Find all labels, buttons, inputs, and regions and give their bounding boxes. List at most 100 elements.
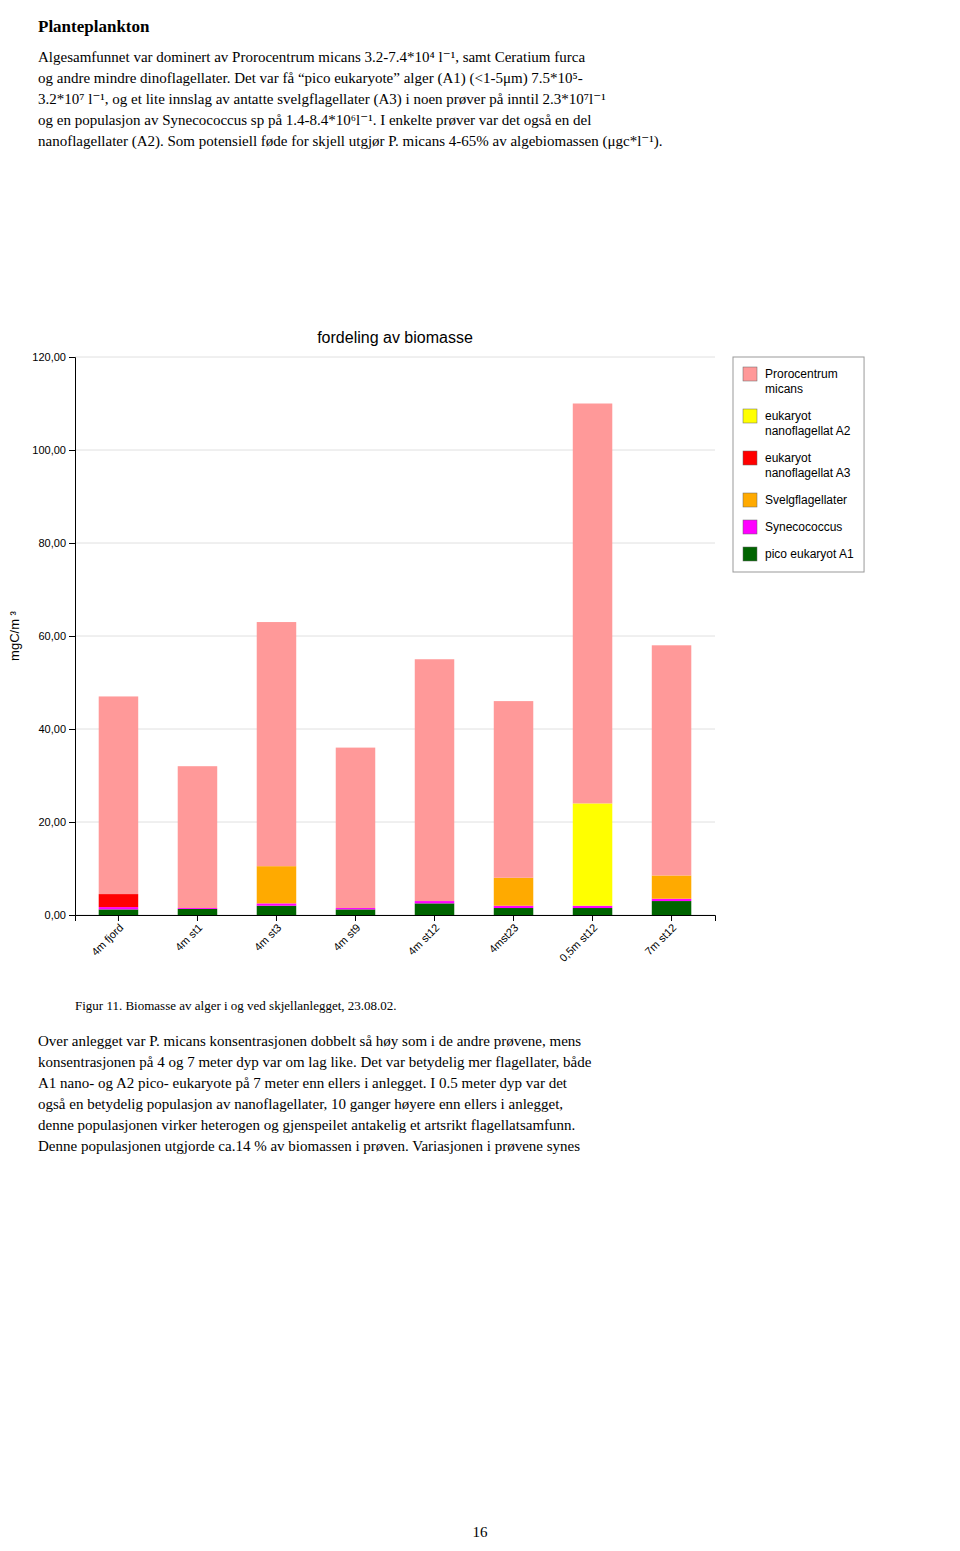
legend-item: eukaryotnanoflagellat A2	[743, 409, 851, 438]
tick: 7m st12	[642, 915, 678, 957]
tick-mark	[276, 915, 277, 921]
tick: 60,00	[38, 630, 75, 642]
legend-swatch	[743, 520, 757, 534]
bar-segment	[178, 766, 218, 908]
tick-mark	[69, 822, 75, 823]
tick-label: 120,00	[32, 351, 66, 363]
bar-segment	[494, 878, 534, 906]
heading: Planteplankton	[38, 17, 150, 36]
legend-swatch	[743, 367, 757, 381]
tick-label: 0,00	[45, 909, 66, 921]
body-text: og andre mindre dinoflagellater. Det var…	[38, 70, 583, 87]
axis-line	[75, 357, 715, 358]
legend: Prorocentrummicans eukaryotnanoflagellat …	[733, 357, 864, 572]
tick-label: 4m st9	[331, 921, 363, 953]
body-text: og en populasjon av Synecococcus sp på 1…	[38, 112, 591, 128]
bar-segment	[573, 908, 613, 915]
grid-line	[75, 543, 715, 544]
bar-segment	[336, 748, 376, 908]
bar-series	[257, 866, 692, 906]
legend-label: pico eukaryot A1	[765, 547, 854, 561]
y-axis: 0,00 20,00 40,00 60,00 80,00 100,00 120,00	[32, 351, 75, 921]
bar-segment	[99, 909, 139, 915]
grid-line	[75, 636, 715, 637]
tick-label: 4mst23	[487, 921, 521, 955]
tick-label: 20,00	[38, 816, 66, 828]
bar-segment	[494, 701, 534, 878]
legend-swatch	[743, 547, 757, 561]
bar-segment	[178, 909, 218, 915]
tick-mark	[197, 915, 198, 921]
legend-item: Svelgflagellater	[743, 493, 847, 507]
bar-segment	[257, 622, 297, 866]
axis-title: mgC/m ³	[7, 610, 22, 661]
tick-label: 0,5m st12	[557, 921, 600, 964]
tick-mark	[513, 915, 514, 921]
legend-swatch	[743, 493, 757, 507]
tick: 4m st9	[331, 915, 363, 953]
tick: 20,00	[38, 816, 75, 828]
body-text: nanoflagellater (A2). Som potensiell fød…	[38, 133, 662, 150]
legend-item: pico eukaryot A1	[743, 547, 854, 561]
bar-segment	[573, 803, 613, 905]
legend-label: eukaryotnanoflagellat A2	[765, 409, 851, 438]
tick-label: 40,00	[38, 723, 66, 735]
grid	[75, 357, 715, 915]
tick: 4m st1	[173, 915, 205, 953]
legend-item: Prorocentrummicans	[743, 367, 838, 396]
legend-label: Prorocentrummicans	[765, 367, 838, 396]
bars	[99, 404, 692, 916]
bar-segment	[652, 645, 692, 875]
bar-segment	[257, 906, 297, 915]
tick-label: 60,00	[38, 630, 66, 642]
tick-label: 80,00	[38, 537, 66, 549]
tick-label: 4m st3	[252, 921, 284, 953]
caption: Figur 11. Biomasse av alger i og ved skj…	[75, 998, 397, 1013]
tick-mark	[592, 915, 593, 921]
tick-label: 4m st12	[405, 921, 441, 957]
tick: 0,00	[45, 909, 75, 921]
legend-label: Svelgflagellater	[765, 493, 847, 507]
axis-line	[76, 916, 716, 922]
bar-segment	[257, 903, 297, 905]
bar-segment	[99, 907, 139, 909]
x-axis: 4m fjord4m st14m st34m st94m st124mst230…	[76, 915, 716, 964]
tick-mark	[69, 636, 75, 637]
tick-mark	[355, 915, 356, 921]
bar-segment	[573, 404, 613, 804]
tick-mark	[671, 915, 672, 921]
tick-mark	[69, 915, 75, 916]
bar-segment	[415, 659, 455, 901]
tick-label: 100,00	[32, 444, 66, 456]
tick-mark	[69, 729, 75, 730]
tick: 100,00	[32, 444, 75, 456]
body-text: 3.2*10⁷ l⁻¹, og et lite innslag av antat…	[38, 91, 606, 108]
body-text: Algesamfunnet var dominert av Prorocentr…	[38, 49, 585, 65]
tick-label: 7m st12	[642, 921, 678, 957]
tick-mark	[118, 915, 119, 921]
legend-swatch	[743, 409, 757, 423]
bar-segment	[652, 875, 692, 898]
bar-segment	[415, 901, 455, 903]
grid-line	[75, 357, 715, 358]
tick: 80,00	[38, 537, 75, 549]
body-text: denne populasjonen virker heterogen og g…	[38, 1117, 575, 1133]
body-text: også en betydelig populasjon av nanoflag…	[38, 1096, 563, 1112]
chart: 0,0020,0040,0060,0080,00100,00120,004m f…	[7, 329, 864, 964]
tick: 120,00	[32, 351, 75, 363]
bar-segment	[494, 908, 534, 915]
tick-mark	[434, 915, 435, 921]
body-text: A1 nano- og A2 pico- eukaryote på 7 mete…	[38, 1075, 568, 1091]
body-text: konsentrasjonen på 4 og 7 meter dyp var …	[38, 1054, 592, 1070]
bar-segment	[652, 901, 692, 915]
body-text: Denne populasjonen utgjorde ca.14 % av b…	[38, 1138, 580, 1154]
bar-segment	[336, 909, 376, 915]
bar-segment	[573, 906, 613, 908]
page: Planteplankton Algesamfunnet var dominert…	[0, 0, 960, 1551]
legend-frame	[733, 357, 864, 572]
bar-segment	[336, 908, 376, 909]
bar-segment	[257, 866, 297, 903]
grid-line	[75, 822, 715, 823]
tick: 4m st12	[405, 915, 441, 957]
tick-mark	[69, 357, 75, 358]
